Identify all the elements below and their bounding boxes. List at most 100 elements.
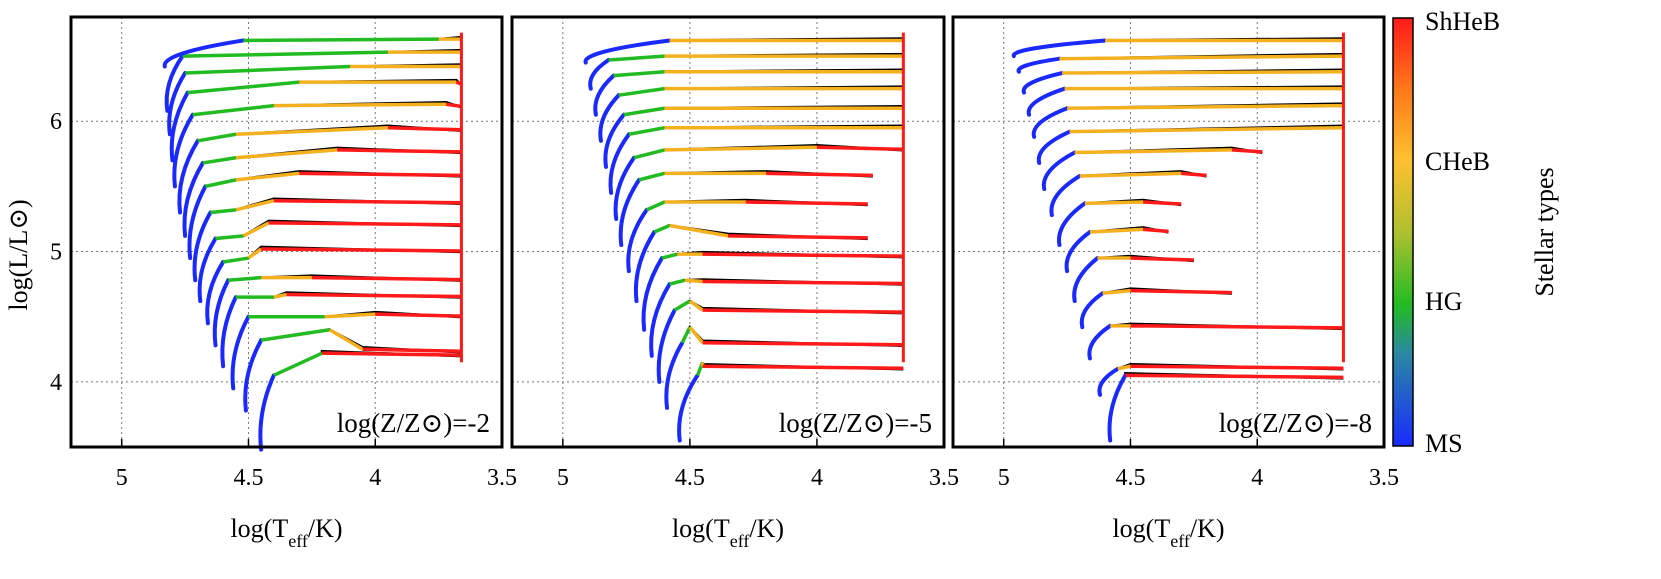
track-12: [172, 101, 462, 189]
track-shheb-segment: [337, 148, 462, 154]
track-hg-segment: [182, 50, 388, 58]
panel-frame: [69, 15, 504, 449]
track-ms-segment: [1026, 86, 1067, 117]
colorbar: [1392, 17, 1414, 447]
track-hg-segment: [669, 278, 686, 286]
track-3: [1087, 322, 1344, 361]
track-ms-segment: [187, 184, 208, 261]
track-shheb-segment: [702, 308, 904, 314]
track-5: [641, 250, 904, 332]
track-ms-segment: [593, 73, 616, 117]
track-shheb-segment: [1130, 256, 1194, 262]
track-shheb-segment: [273, 198, 462, 205]
track-ms-segment: [598, 93, 621, 143]
track-10: [182, 146, 462, 238]
track-ms-segment: [230, 314, 251, 391]
x-axis-label: log(Teff/K): [230, 514, 342, 551]
track-shheb-segment: [299, 171, 462, 178]
track-ms-segment: [649, 282, 672, 358]
track-5: [1072, 254, 1194, 304]
track-cheb-segment: [1117, 364, 1131, 371]
track-ms-segment: [205, 259, 226, 326]
track-ms-segment: [192, 210, 213, 283]
track-cheb-segment: [684, 278, 703, 284]
panel-frame: [510, 15, 946, 449]
track-hg-segment: [618, 86, 665, 97]
track-hg-segment: [187, 80, 300, 95]
track-ms-segment: [182, 160, 205, 238]
x-tick-label: 4.5: [233, 465, 263, 491]
track-cheb-segment: [273, 292, 287, 299]
x-axis-label-sub: eff: [730, 531, 750, 551]
colorbar-label: ShHeB: [1425, 7, 1500, 36]
track-hg-segment: [628, 126, 665, 136]
track-ms-segment: [1087, 323, 1113, 361]
x-axis-label: log(Teff/K): [1112, 514, 1224, 551]
x-tick-label: 3.5: [1369, 465, 1399, 491]
track-cheb-segment: [235, 171, 300, 182]
x-tick-label: 5: [998, 465, 1010, 491]
track-hg-segment: [243, 37, 439, 43]
panel-3: 5 4.5 4 3.5 log(Teff/K) log(Z/Z⊙)=-8: [951, 15, 1399, 551]
track-shheb-segment: [1130, 364, 1344, 370]
track-ms-segment: [633, 230, 657, 304]
x-axis-label-main: log(T: [1112, 514, 1170, 543]
track-shheb-segment: [268, 221, 462, 227]
track-shheb-segment: [1143, 200, 1182, 206]
x-axis-label-tail: /K): [1190, 514, 1225, 543]
x-tick-label: 4: [369, 465, 381, 491]
track-hg-segment: [608, 54, 665, 62]
track-ms-segment: [583, 38, 672, 65]
track-cheb-segment: [247, 247, 263, 260]
track-ms-segment: [1107, 373, 1128, 443]
x-tick-label: 3.5: [929, 465, 959, 491]
track-ms-segment: [656, 308, 677, 384]
track-hg-segment: [228, 275, 262, 282]
track-cheb-segment: [1069, 126, 1344, 134]
track-ms-segment: [243, 338, 264, 413]
x-tick-label: 3.5: [487, 465, 517, 491]
track-ms-segment: [172, 112, 195, 189]
track-ms-segment: [618, 177, 642, 248]
track-hg-segment: [215, 234, 244, 241]
metallicity-annotation: log(Z/Z⊙)=-5: [779, 408, 932, 438]
track-cheb-segment: [669, 223, 729, 238]
track-8: [1049, 170, 1207, 218]
track-ms-segment: [1021, 71, 1065, 95]
track-hg-segment: [613, 69, 665, 78]
x-axis-label-tail: /K): [749, 514, 784, 543]
track-ms-segment: [220, 295, 238, 369]
track-hg-segment: [645, 200, 666, 212]
track-1: [677, 361, 904, 443]
track-cheb-segment: [235, 148, 338, 160]
x-tick-label: 5: [116, 465, 128, 491]
x-tick-label: 4.5: [675, 465, 705, 491]
track-ms-segment: [588, 58, 611, 91]
x-axis-label-main: log(T: [672, 514, 730, 543]
track-2: [1097, 362, 1344, 397]
track-shheb-segment: [702, 364, 904, 370]
track-ms-segment: [169, 90, 190, 163]
track-2: [664, 324, 904, 410]
track-ms-segment: [1011, 38, 1108, 59]
panel-2: 5 4.5 4 3.5 log(Teff/K) log(Z/Z⊙)=-5: [510, 15, 959, 551]
x-axis-label-tail: /K): [308, 514, 343, 543]
track-cheb-segment: [235, 126, 388, 137]
track-ms-segment: [1064, 230, 1092, 274]
track-hg-segment: [222, 256, 249, 264]
track-cheb-segment: [1089, 227, 1144, 234]
track-11: [177, 124, 462, 215]
track-15: [1011, 37, 1345, 59]
track-ms-segment: [1072, 256, 1100, 304]
track-ms-segment: [162, 38, 246, 69]
track-shheb-segment: [1125, 373, 1344, 380]
colorbar-label: MS: [1425, 429, 1463, 458]
track-shheb-segment: [1143, 227, 1169, 234]
track-6: [633, 223, 868, 304]
colorbar-ticks: ShHeB CHeB HG MS: [1425, 7, 1500, 458]
track-14: [167, 63, 463, 137]
track-ms-segment: [1041, 150, 1077, 191]
track-7: [197, 219, 462, 304]
track-ms-segment: [258, 373, 276, 452]
